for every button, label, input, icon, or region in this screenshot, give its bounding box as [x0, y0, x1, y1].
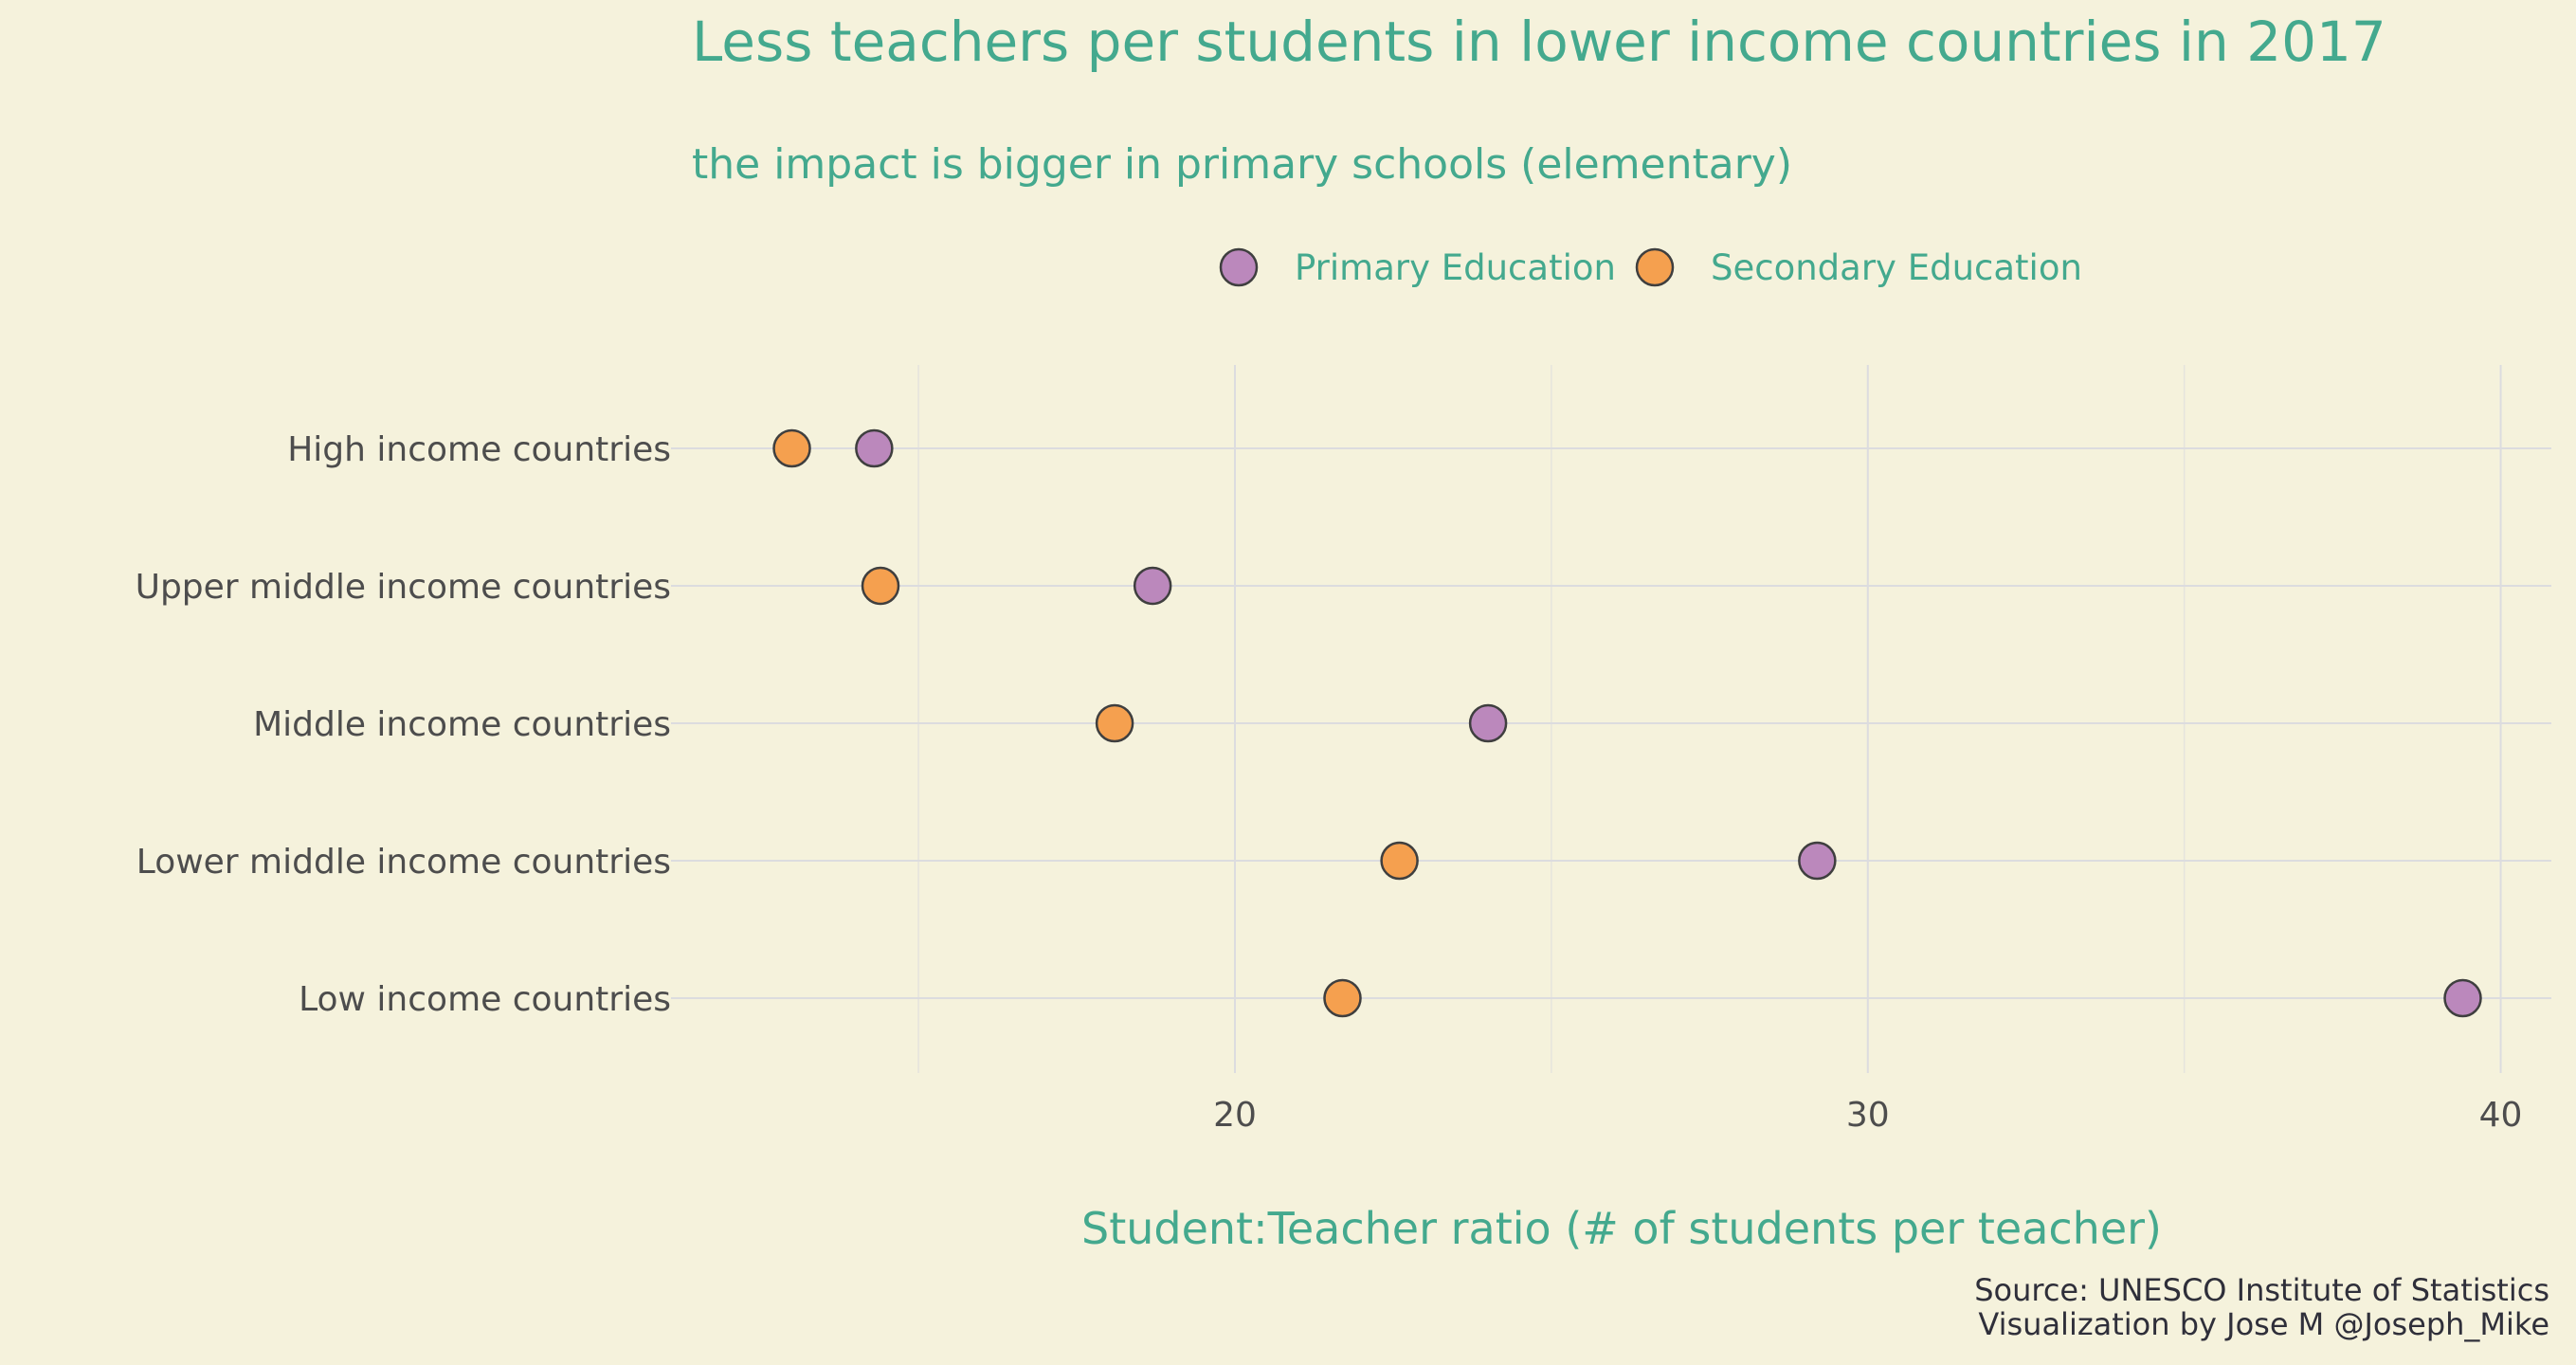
x-tick-label: 20	[1213, 1096, 1257, 1135]
y-tick-label: Low income countries	[299, 980, 671, 1019]
data-point-secondary	[1323, 978, 1362, 1018]
x-tick-label: 30	[1846, 1096, 1890, 1135]
grid-layer	[671, 365, 2551, 1073]
y-tick-label: Middle income countries	[253, 705, 671, 744]
legend-marker-primary	[1219, 247, 1259, 287]
caption-line-credit: Visualization by Jose M @Joseph_Mike	[1978, 1306, 2549, 1342]
y-tick-label: High income countries	[287, 430, 671, 469]
data-point-primary	[1468, 703, 1508, 743]
legend: Primary Education Secondary Education	[1219, 247, 2082, 288]
data-point-secondary	[861, 566, 900, 606]
data-point-secondary	[1380, 841, 1419, 881]
chart-subtitle: the impact is bigger in primary schools …	[692, 140, 1792, 189]
data-point-secondary	[1095, 703, 1134, 743]
y-tick-label: Upper middle income countries	[136, 568, 671, 607]
legend-label-primary: Primary Education	[1295, 247, 1616, 288]
legend-marker-secondary	[1635, 247, 1675, 287]
y-tick-label: Lower middle income countries	[136, 843, 671, 882]
marks-layer	[772, 428, 2482, 1018]
data-point-primary	[1798, 841, 1837, 881]
data-point-secondary	[772, 428, 811, 468]
chart-title: Less teachers per students in lower inco…	[692, 9, 2386, 74]
legend-label-secondary: Secondary Education	[1711, 247, 2082, 288]
text-layer: Less teachers per students in lower inco…	[136, 9, 2549, 1342]
data-point-primary	[855, 428, 894, 468]
data-point-primary	[2443, 978, 2482, 1018]
caption-line-source: Source: UNESCO Institute of Statistics	[1974, 1272, 2549, 1308]
x-axis-label: Student:Teacher ratio (# of students per…	[1081, 1203, 2162, 1254]
x-tick-label: 40	[2479, 1096, 2523, 1135]
data-point-primary	[1133, 566, 1172, 606]
